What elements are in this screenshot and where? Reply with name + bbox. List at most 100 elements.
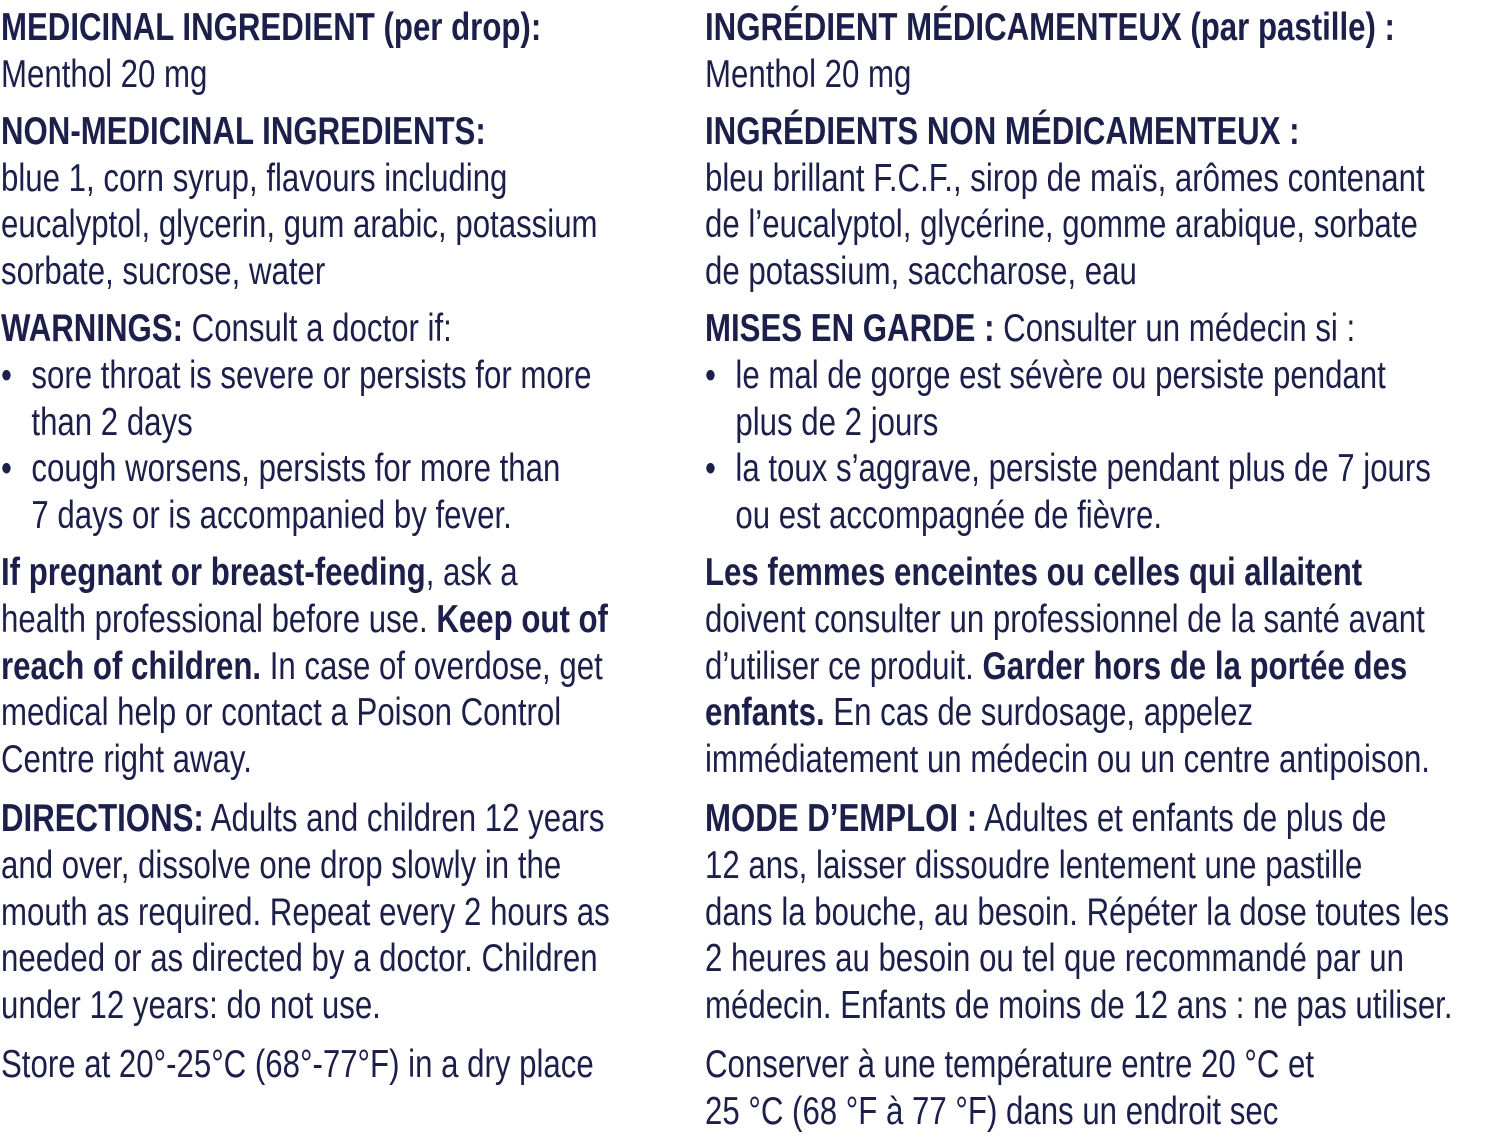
body-text: Conserver à une température entre 20 °C … <box>705 1043 1315 1087</box>
text-line: doivent consulter un professionnel de la… <box>705 597 1425 644</box>
body-text: Adults and children 12 years <box>203 797 605 841</box>
body-text: doivent consulter un professionnel de la… <box>705 597 1425 641</box>
text-line: • sore throat is severe or persists for m… <box>1 353 705 400</box>
bold-text: INGRÉDIENTS NON MÉDICAMENTEUX : <box>705 109 1300 153</box>
body-text: plus de 2 jours <box>735 400 939 444</box>
body-text: de l’eucalyptol, glycérine, gomme arabiq… <box>705 203 1418 247</box>
text-line: Menthol 20 mg <box>705 52 1409 99</box>
body-text: Adultes et enfants de plus de <box>977 797 1387 841</box>
body-text: eucalyptol, glycerin, gum arabic, potass… <box>1 203 598 247</box>
bold-text: Les femmes enceintes ou celles qui allai… <box>705 551 1363 595</box>
medicinal-ingredient-section: INGRÉDIENT MÉDICAMENTEUX (par pastille) … <box>705 5 1409 98</box>
bold-text: If pregnant or breast-feeding <box>1 551 426 595</box>
body-text: immédiatement un médecin ou un centre an… <box>705 738 1430 782</box>
body-text: la toux s’aggrave, persiste pendant plus… <box>735 447 1431 491</box>
bold-text: NON-MEDICINAL INGREDIENTS: <box>1 109 486 153</box>
text-line: Store at 20°-25°C (68°-77°F) in a dry pl… <box>1 1042 705 1089</box>
english-label-column: MEDICINAL INGREDIENT (per drop): Menthol … <box>1 5 705 1099</box>
body-text: Menthol 20 mg <box>705 52 912 96</box>
text-line: INGRÉDIENTS NON MÉDICAMENTEUX : <box>705 109 1409 156</box>
text-line: Centre right away. <box>1 737 705 784</box>
warnings-section: MISES EN GARDE : Consulter un médecin si… <box>705 306 1431 540</box>
bold-text: enfants. <box>705 691 825 735</box>
text-line: de l’eucalyptol, glycérine, gomme arabiq… <box>705 202 1418 249</box>
text-line: medical help or contact a Poison Control <box>1 690 705 737</box>
body-text: Menthol 20 mg <box>1 52 208 96</box>
body-text: ou est accompagnée de fièvre. <box>735 494 1163 538</box>
body-text: 7 days or is accompanied by fever. <box>31 494 512 538</box>
text-line: under 12 years: do not use. <box>1 983 705 1030</box>
text-line: Menthol 20 mg <box>1 52 705 99</box>
bold-text: Garder hors de la portée des <box>982 644 1408 688</box>
body-text: d’utiliser ce produit. <box>705 644 983 688</box>
body-text: bleu brillant F.C.F., sirop de maïs, arô… <box>705 156 1425 200</box>
bold-text: MEDICINAL INGREDIENT (per drop): <box>1 6 542 49</box>
body-text: 2 heures au besoin ou tel que recommandé… <box>705 937 1404 981</box>
body-text: En cas de surdosage, appelez <box>824 691 1254 735</box>
text-line: • la toux s’aggrave, persiste pendant plu… <box>705 446 1431 493</box>
body-text: Store at 20°-25°C (68°-77°F) in a dry pl… <box>1 1043 594 1087</box>
pregnancy-keep-away-section: If pregnant or breast-feeding, ask a heal… <box>1 550 705 784</box>
text-line: sorbate, sucrose, water <box>1 249 705 296</box>
body-text: médecin. Enfants de moins de 12 ans : ne… <box>705 984 1453 1028</box>
text-line: eucalyptol, glycerin, gum arabic, potass… <box>1 202 705 249</box>
bullet-icon: • <box>705 353 716 397</box>
text-line: d’utiliser ce produit. Garder hors de la… <box>705 644 1409 691</box>
medicinal-ingredient-section: MEDICINAL INGREDIENT (per drop): Menthol … <box>1 5 705 98</box>
text-line: • cough worsens, persists for more than <box>1 446 705 493</box>
warnings-section: WARNINGS: Consult a doctor if: • sore thro… <box>1 306 705 540</box>
body-text: de potassium, saccharose, eau <box>705 250 1137 294</box>
text-line: blue 1, corn syrup, flavours including <box>1 156 705 203</box>
directions-section: DIRECTIONS: Adults and children 12 years… <box>1 796 705 1030</box>
bold-text: Keep out of <box>436 597 608 641</box>
body-text: blue 1, corn syrup, flavours including <box>1 156 508 200</box>
body-text: needed or as directed by a doctor. Child… <box>1 937 598 981</box>
body-text: sore throat is severe or persists for mo… <box>31 353 592 397</box>
text-line: médecin. Enfants de moins de 12 ans : ne… <box>705 983 1453 1030</box>
text-line: than 2 days <box>1 400 705 447</box>
bold-text: MISES EN GARDE : <box>705 307 995 351</box>
body-text: 12 ans, laisser dissoudre lentement une … <box>705 843 1363 887</box>
body-text: Consult a doctor if: <box>183 307 452 351</box>
body-text: In case of overdose, get <box>261 644 603 688</box>
pregnancy-keep-away-section: Les femmes enceintes ou celles qui allai… <box>705 550 1430 784</box>
text-line: enfants. En cas de surdosage, appelez <box>705 690 1409 737</box>
text-line: 2 heures au besoin ou tel que recommandé… <box>705 936 1409 983</box>
text-line: MISES EN GARDE : Consulter un médecin si… <box>705 306 1409 353</box>
non-medicinal-ingredients-section: NON-MEDICINAL INGREDIENTS: blue 1, corn s… <box>1 109 705 296</box>
body-text: mouth as required. Repeat every 2 hours … <box>1 890 610 934</box>
body-text: Centre right away. <box>1 738 252 782</box>
text-line: If pregnant or breast-feeding, ask a <box>1 550 705 597</box>
text-line: mouth as required. Repeat every 2 hours … <box>1 890 705 937</box>
text-line: WARNINGS: Consult a doctor if: <box>1 306 705 353</box>
text-line: INGRÉDIENT MÉDICAMENTEUX (par pastille) … <box>705 5 1409 52</box>
bold-text: reach of children. <box>1 644 262 688</box>
text-line: 25 °C (68 °F à 77 °F) dans un endroit se… <box>705 1089 1409 1136</box>
text-line: reach of children. In case of overdose, … <box>1 644 705 691</box>
body-text: dans la bouche, au besoin. Répéter la do… <box>705 890 1450 934</box>
body-text: sorbate, sucrose, water <box>1 250 326 294</box>
text-line: 12 ans, laisser dissoudre lentement une … <box>705 843 1409 890</box>
body-text: health professional before use. <box>1 597 437 641</box>
text-line: 7 days or is accompanied by fever. <box>1 493 705 540</box>
body-text: le mal de gorge est sévère ou persiste p… <box>735 353 1386 397</box>
non-medicinal-ingredients-section: INGRÉDIENTS NON MÉDICAMENTEUX : bleu bril… <box>705 109 1425 296</box>
bold-text: WARNINGS: <box>1 307 183 351</box>
text-line: bleu brillant F.C.F., sirop de maïs, arô… <box>705 156 1425 203</box>
bullet-icon: • <box>705 447 716 491</box>
text-line: needed or as directed by a doctor. Child… <box>1 936 705 983</box>
text-line: DIRECTIONS: Adults and children 12 years <box>1 796 705 843</box>
body-text: under 12 years: do not use. <box>1 984 381 1028</box>
text-line: de potassium, saccharose, eau <box>705 249 1409 296</box>
text-line: and over, dissolve one drop slowly in th… <box>1 843 705 890</box>
text-line: MEDICINAL INGREDIENT (per drop): <box>1 5 705 52</box>
text-line: Les femmes enceintes ou celles qui allai… <box>705 550 1409 597</box>
bold-text: DIRECTIONS: <box>1 797 204 841</box>
text-line: Conserver à une température entre 20 °C … <box>705 1042 1409 1089</box>
directions-section: MODE D’EMPLOI : Adultes et enfants de pl… <box>705 796 1453 1030</box>
body-text: Consulter un médecin si : <box>994 307 1356 351</box>
text-line: NON-MEDICINAL INGREDIENTS: <box>1 109 705 156</box>
bold-text: MODE D’EMPLOI : <box>705 797 978 841</box>
storage-section: Conserver à une température entre 20 °C … <box>705 1042 1409 1135</box>
text-line: • le mal de gorge est sévère ou persiste … <box>705 353 1409 400</box>
